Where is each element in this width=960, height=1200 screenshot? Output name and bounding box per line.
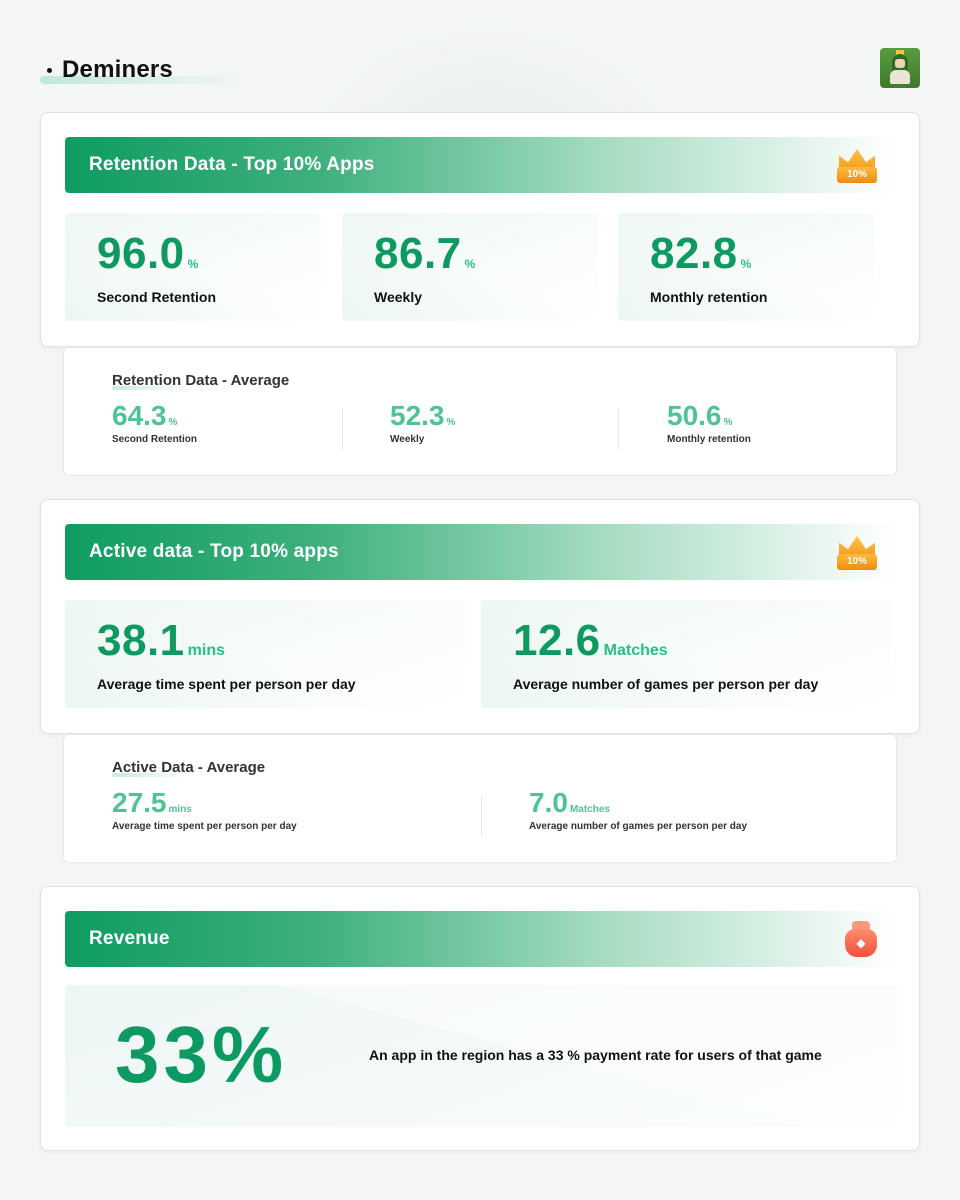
- game-avatar-icon: [880, 48, 920, 88]
- retention-top-title: Retention Data - Top 10% Apps: [89, 154, 375, 175]
- page-title: Deminers: [62, 56, 173, 83]
- avg-time-spent: 27.5 mins Average time spent per person …: [112, 787, 297, 832]
- metric-unit: mins: [187, 642, 225, 659]
- title-wrap: Deminers: [40, 56, 245, 84]
- metric-unit: %: [464, 257, 476, 271]
- crown-badge-icon: 10%: [837, 149, 877, 183]
- avg-value: 50.6: [667, 400, 722, 431]
- avg-unit: Matches: [569, 804, 610, 815]
- metric-label: Average time spent per person per day: [97, 676, 356, 692]
- metric-label: Second Retention: [97, 289, 217, 305]
- revenue-description: An app in the region has a 33 % payment …: [369, 1047, 822, 1063]
- avg-title-underline: [112, 773, 192, 777]
- metric-unit: Matches: [603, 642, 668, 659]
- title-underline: [40, 76, 245, 84]
- avg-label: Monthly retention: [667, 434, 751, 445]
- revenue-metric: 33% An app in the region has a 33 % paym…: [65, 985, 897, 1127]
- bullet-icon: [47, 67, 52, 73]
- badge-label: 10%: [837, 554, 877, 570]
- avg-unit: mins: [168, 804, 192, 815]
- avg-second-retention: 64.3 % Second Retention: [112, 400, 197, 445]
- metric-label: Weekly: [374, 289, 422, 305]
- avg-unit: %: [168, 417, 178, 428]
- avg-monthly-retention: 50.6 % Monthly retention: [667, 400, 751, 445]
- revenue-banner: Revenue ◆: [65, 911, 897, 967]
- active-top-card: Active data - Top 10% apps 10% 38.1 mins…: [40, 499, 920, 734]
- metric-value: 96.0: [97, 229, 185, 278]
- metric-value: 86.7: [374, 229, 462, 278]
- metric-unit: %: [740, 257, 752, 271]
- revenue-title: Revenue: [89, 928, 170, 949]
- avg-label: Weekly: [390, 434, 425, 445]
- metric-weekly: 86.7 % Weekly: [342, 213, 598, 321]
- retention-top-banner: Retention Data - Top 10% Apps 10%: [65, 137, 897, 193]
- metric-monthly-retention: 82.8 % Monthly retention: [618, 213, 874, 321]
- avg-value: 64.3: [112, 400, 167, 431]
- active-top-title: Active data - Top 10% apps: [89, 541, 339, 562]
- metric-label: Average number of games per person per d…: [513, 676, 819, 692]
- retention-average-card: Retention Data - Average 64.3 % Second R…: [63, 347, 897, 476]
- metric-value: 38.1: [97, 616, 185, 665]
- avg-unit: %: [446, 417, 456, 428]
- avg-value: 27.5: [112, 787, 167, 818]
- active-average-card: Active Data - Average 27.5 mins Average …: [63, 734, 897, 863]
- revenue-value: 33%: [115, 1010, 288, 1099]
- metric-label: Monthly retention: [650, 289, 768, 305]
- active-top-banner: Active data - Top 10% apps 10%: [65, 524, 897, 580]
- money-bag-icon: ◆: [843, 921, 879, 959]
- retention-top-card: Retention Data - Top 10% Apps 10% 96.0 %…: [40, 112, 920, 347]
- avg-games-played: 7.0 Matches Average number of games per …: [529, 787, 747, 832]
- divider: [618, 408, 619, 450]
- metric-time-spent: 38.1 mins Average time spent per person …: [65, 600, 465, 708]
- divider: [342, 408, 343, 450]
- avg-title-underline: [112, 386, 192, 390]
- badge-label: 10%: [837, 167, 877, 183]
- metric-value: 82.8: [650, 229, 738, 278]
- avg-label: Average time spent per person per day: [112, 821, 297, 832]
- avg-label: Average number of games per person per d…: [529, 821, 748, 832]
- page-header: Deminers: [40, 48, 920, 92]
- metric-unit: %: [187, 257, 199, 271]
- avg-weekly: 52.3 % Weekly: [390, 400, 455, 445]
- revenue-card: Revenue ◆ 33% An app in the region has a…: [40, 886, 920, 1151]
- avg-unit: %: [723, 417, 733, 428]
- divider: [481, 795, 482, 837]
- retention-average-title: Retention Data - Average: [112, 372, 290, 389]
- crown-badge-icon: 10%: [837, 536, 877, 570]
- active-average-title: Active Data - Average: [112, 759, 266, 776]
- metric-games-played: 12.6 Matches Average number of games per…: [481, 600, 891, 708]
- metric-value: 12.6: [513, 616, 601, 665]
- avg-value: 52.3: [390, 400, 445, 431]
- avg-value: 7.0: [529, 787, 568, 818]
- avg-label: Second Retention: [112, 434, 198, 445]
- metric-second-retention: 96.0 % Second Retention: [65, 213, 321, 321]
